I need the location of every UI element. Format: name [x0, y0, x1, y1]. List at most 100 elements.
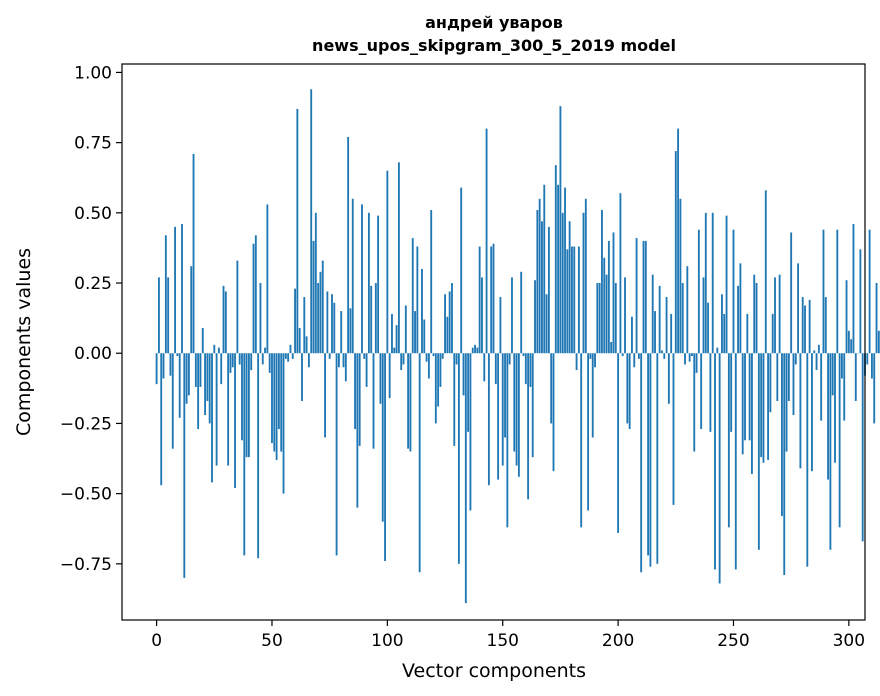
bar	[365, 353, 368, 387]
bar	[513, 353, 516, 452]
bar	[566, 249, 569, 354]
bar	[665, 297, 668, 354]
bar	[483, 353, 486, 382]
bar	[661, 350, 663, 354]
bar	[469, 353, 472, 511]
bar	[192, 153, 195, 354]
bar	[792, 353, 795, 416]
bar	[374, 283, 377, 354]
bar	[391, 313, 393, 354]
bar	[331, 294, 333, 354]
bar	[347, 137, 350, 354]
bar	[527, 353, 530, 500]
bar	[421, 268, 423, 354]
bar	[760, 353, 763, 458]
y-tick-label: −0.50	[60, 485, 112, 505]
bar	[506, 353, 509, 528]
bar	[254, 235, 257, 354]
bar	[741, 353, 744, 455]
bar	[702, 277, 705, 354]
bar	[471, 347, 474, 354]
bar	[730, 353, 733, 432]
bar	[771, 313, 774, 354]
bar	[211, 353, 213, 483]
bar	[174, 226, 176, 354]
bar	[247, 353, 250, 458]
bar	[658, 285, 661, 354]
bar	[746, 313, 749, 354]
bar	[799, 353, 802, 469]
bar	[607, 240, 610, 354]
bar	[492, 243, 495, 354]
bar	[785, 353, 788, 452]
bar	[367, 212, 370, 354]
bar	[444, 294, 446, 354]
bar	[704, 212, 707, 354]
bar	[873, 353, 876, 424]
bar	[624, 277, 626, 354]
bar	[324, 353, 326, 438]
bar	[587, 353, 590, 511]
bar	[190, 266, 193, 354]
bar	[820, 353, 823, 421]
bar	[474, 344, 476, 354]
bar	[259, 283, 262, 354]
bar	[181, 224, 183, 354]
x-axis-ticks: 0 50 100 150 200 250 300	[151, 620, 865, 651]
bar	[845, 280, 848, 354]
bar	[381, 353, 384, 522]
bar	[455, 353, 458, 365]
bar	[504, 353, 506, 438]
x-tick-label: 50	[261, 631, 283, 651]
bar	[467, 353, 470, 432]
bar	[617, 353, 620, 533]
bar	[520, 271, 523, 354]
bar	[714, 353, 716, 570]
bar	[640, 353, 643, 573]
bar	[755, 283, 758, 354]
bar	[397, 162, 400, 354]
bar	[434, 353, 437, 424]
bar	[321, 260, 324, 354]
bar	[252, 243, 255, 354]
bar	[451, 283, 453, 354]
x-tick-label: 300	[833, 631, 865, 651]
bar	[215, 353, 218, 466]
bar	[160, 353, 163, 486]
bar	[797, 263, 800, 354]
bar	[723, 313, 726, 354]
bar	[674, 151, 677, 354]
bar	[635, 238, 638, 354]
bar	[425, 353, 428, 362]
bar	[852, 224, 855, 354]
bar	[778, 274, 781, 354]
chart-subtitle: news_upos_skipgram_300_5_2019 model	[312, 36, 676, 55]
bar	[850, 339, 853, 354]
bar	[557, 184, 560, 354]
bar	[441, 353, 444, 359]
bar	[737, 285, 740, 354]
bar	[594, 353, 596, 368]
bar	[402, 353, 405, 365]
x-tick-label: 200	[602, 631, 634, 651]
bar	[580, 353, 583, 528]
bar	[358, 353, 361, 446]
bar	[781, 353, 783, 517]
bar	[861, 353, 864, 542]
bar	[460, 187, 463, 354]
bar	[298, 327, 301, 354]
bar	[268, 353, 271, 373]
bar	[448, 291, 451, 354]
bar	[875, 283, 878, 354]
bar	[838, 353, 841, 528]
bar	[213, 344, 216, 354]
bar	[328, 353, 331, 359]
bar	[379, 353, 382, 404]
bar	[654, 311, 656, 354]
bar	[642, 240, 645, 354]
bar	[716, 347, 719, 354]
bar	[571, 246, 573, 354]
bar	[753, 274, 756, 354]
bar	[524, 353, 527, 385]
bar	[194, 353, 197, 387]
